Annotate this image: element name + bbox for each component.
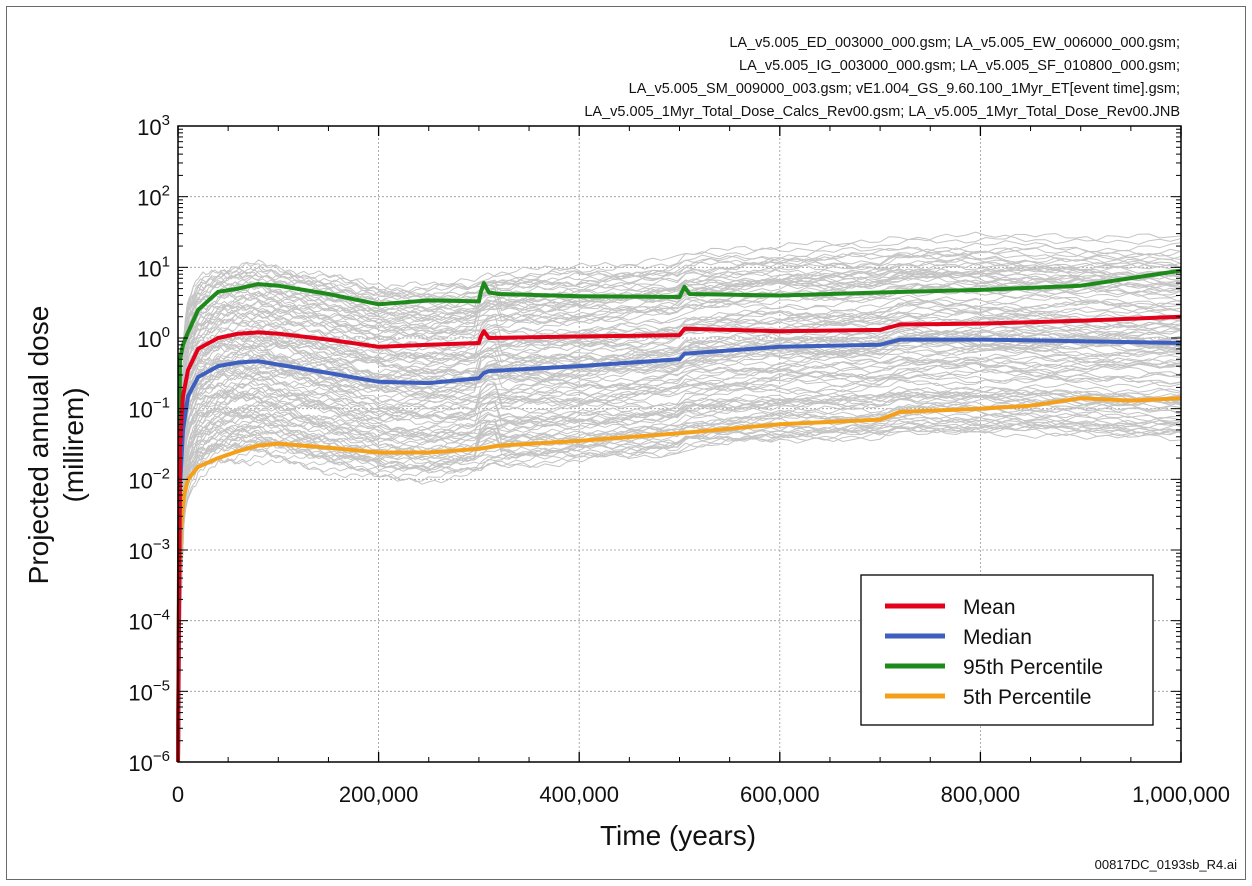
- x-tick-labels: 0 200,000 400,000 600,000 800,000 1,000,000: [172, 782, 1230, 807]
- realization-line: [178, 266, 1182, 711]
- realization-line: [178, 240, 1182, 696]
- y-tick-label: 10−3: [128, 536, 170, 564]
- series-line-95th-percentile: [176, 268, 1182, 763]
- header-line: LA_v5.005_SM_009000_003.gsm; vE1.004_GS_…: [629, 81, 1180, 97]
- realization-line: [178, 272, 1182, 704]
- x-tick-label: 600,000: [740, 782, 820, 807]
- realization-line: [178, 271, 1182, 707]
- realization-line: [178, 356, 1182, 745]
- realization-line: [178, 257, 1182, 698]
- x-tick-label: 200,000: [339, 782, 419, 807]
- legend-label: 5th Percentile: [963, 686, 1091, 709]
- realization-line: [178, 391, 1182, 759]
- realization-line: [178, 364, 1182, 751]
- realization-line: [178, 260, 1182, 702]
- legend-label: Mean: [963, 596, 1016, 619]
- realization-line: [178, 389, 1182, 752]
- legend-box: [860, 574, 1154, 726]
- realization-line: [178, 392, 1182, 756]
- y-tick-labels: 10−6 10−5 10−4 10−3 10−2 10−1 100 101 102 103: [128, 112, 170, 776]
- realization-line: [178, 398, 1182, 760]
- realization-line: [178, 340, 1182, 744]
- series-line-mean: [176, 314, 1182, 763]
- realization-line: [178, 303, 1182, 716]
- legend-label: Median: [963, 626, 1032, 649]
- realization-line: [178, 266, 1182, 703]
- y-tick-label: 10−1: [128, 395, 170, 423]
- header-line: LA_v5.005_ED_003000_000.gsm; LA_v5.005_E…: [729, 35, 1180, 51]
- y-tick-label: 10−4: [128, 607, 170, 635]
- realization-line: [178, 347, 1182, 746]
- realization-line: [178, 416, 1182, 763]
- realization-line: [178, 343, 1182, 736]
- realization-line: [178, 419, 1182, 763]
- legend: Mean Median 95th Percentile 5th Percentile: [860, 574, 1154, 726]
- realization-line: [178, 351, 1182, 746]
- figure-frame: [6, 6, 1246, 880]
- realization-line: [178, 279, 1182, 715]
- realization-line: [178, 376, 1182, 752]
- file-id-label: 00817DC_0193sb_R4.ai: [1095, 857, 1237, 872]
- realization-line: [178, 247, 1182, 699]
- x-axis-title: Time (years): [600, 820, 756, 851]
- realization-line: [178, 285, 1182, 714]
- realization-line: [178, 361, 1182, 752]
- y-axis-title: Projected annual dose: [23, 306, 54, 585]
- x-tick-label: 400,000: [539, 782, 619, 807]
- realization-line: [178, 331, 1182, 730]
- realization-line: [178, 269, 1182, 711]
- header-line: LA_v5.005_IG_003000_000.gsm; LA_v5.005_S…: [739, 58, 1180, 74]
- realization-line: [178, 423, 1182, 763]
- realization-line: [178, 294, 1182, 714]
- realization-line: [178, 356, 1182, 747]
- y-tick-label: 102: [137, 183, 170, 211]
- realization-line: [178, 231, 1182, 696]
- realization-line: [178, 338, 1182, 738]
- realization-line: [178, 325, 1182, 726]
- x-tick-label: 1,000,000: [1132, 782, 1230, 807]
- y-tick-label: 100: [137, 324, 170, 352]
- realization-line: [178, 323, 1182, 732]
- y-tick-label: 10−5: [128, 677, 170, 705]
- y-tick-label: 103: [137, 112, 170, 140]
- header-line: LA_v5.005_1Myr_Total_Dose_Calcs_Rev00.gs…: [584, 104, 1180, 120]
- y-tick-label: 101: [137, 253, 170, 281]
- realization-line: [178, 330, 1182, 733]
- realization-line: [178, 254, 1182, 698]
- y-tick-label: 10−2: [128, 465, 170, 493]
- realizations: [178, 231, 1182, 763]
- axis-ticks: [177, 126, 1182, 763]
- realization-line: [178, 386, 1182, 753]
- x-tick-label: 0: [172, 782, 184, 807]
- realization-line: [178, 356, 1182, 741]
- header-file-list: LA_v5.005_ED_003000_000.gsm; LA_v5.005_E…: [584, 35, 1180, 120]
- realization-line: [178, 380, 1182, 747]
- legend-label: 95th Percentile: [963, 656, 1103, 679]
- realization-line: [178, 316, 1182, 723]
- y-tick-label: 10−6: [128, 748, 170, 776]
- series-line-median: [176, 337, 1182, 763]
- x-tick-label: 800,000: [941, 782, 1021, 807]
- y-axis-title: (millirem): [58, 387, 89, 502]
